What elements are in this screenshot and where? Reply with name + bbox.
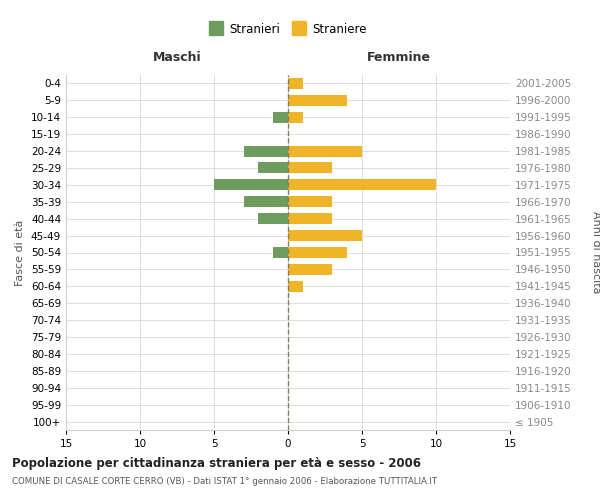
Bar: [244, 146, 288, 156]
Bar: [288, 78, 303, 89]
Text: Femmine: Femmine: [367, 52, 431, 64]
Bar: [288, 112, 303, 123]
Bar: [288, 196, 332, 207]
Bar: [259, 213, 288, 224]
Bar: [214, 180, 288, 190]
Bar: [288, 264, 332, 275]
Y-axis label: Anni di nascita: Anni di nascita: [591, 211, 600, 294]
Bar: [273, 112, 288, 123]
Text: COMUNE DI CASALE CORTE CERRO (VB) - Dati ISTAT 1° gennaio 2006 - Elaborazione TU: COMUNE DI CASALE CORTE CERRO (VB) - Dati…: [12, 478, 437, 486]
Bar: [273, 247, 288, 258]
Text: Popolazione per cittadinanza straniera per età e sesso - 2006: Popolazione per cittadinanza straniera p…: [12, 458, 421, 470]
Bar: [288, 146, 362, 156]
Bar: [288, 162, 332, 173]
Bar: [288, 281, 303, 292]
Y-axis label: Fasce di età: Fasce di età: [16, 220, 25, 286]
Bar: [288, 230, 362, 241]
Bar: [288, 213, 332, 224]
Bar: [288, 247, 347, 258]
Bar: [288, 180, 436, 190]
Bar: [288, 95, 347, 106]
Legend: Stranieri, Straniere: Stranieri, Straniere: [205, 18, 371, 40]
Bar: [259, 162, 288, 173]
Text: Maschi: Maschi: [152, 52, 202, 64]
Bar: [244, 196, 288, 207]
